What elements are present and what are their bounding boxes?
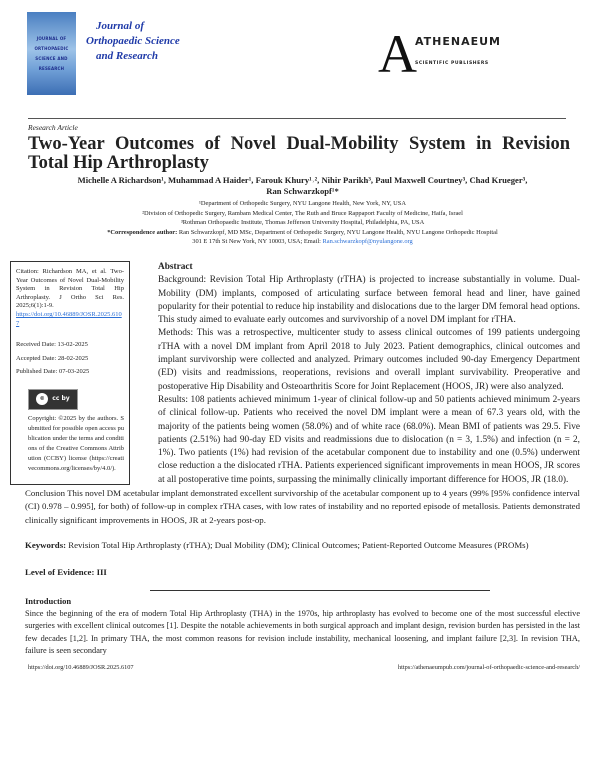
correspondence: *Correspondence author: Ran Schwarzkopf,… (25, 228, 580, 238)
affiliation: ¹Department of Orthopedic Surgery, NYU L… (199, 200, 406, 207)
abstract-results: Results: 108 patients achieved minimum 1… (158, 394, 580, 485)
introduction-text: Since the beginning of the era of modern… (25, 608, 580, 656)
publisher-subtitle: SCIENTIFIC PUBLISHERS (415, 61, 489, 66)
publisher-mark: A (378, 24, 417, 84)
article-type: Research Article (28, 123, 78, 132)
abstract: Abstract Background: Revision Total Hip … (25, 261, 580, 487)
doi-link[interactable]: https://doi.org/10.46889/JOSR.2025.6107 (16, 310, 122, 327)
journal-name-line: and Research (96, 50, 159, 62)
affiliation: ³Rothman Orthopaedic Institute, Thomas J… (180, 219, 425, 227)
citation-text: Citation: Richardson MA, et al. Two-Year… (16, 267, 124, 310)
header-divider (28, 118, 566, 119)
introduction: Introduction Since the beginning of the … (25, 595, 580, 658)
affiliation: ²Division of Orthopedic Surgery, Rambam … (142, 209, 463, 217)
article-body: Citation: Richardson MA, et al. Two-Year… (10, 260, 580, 672)
email-link[interactable]: Ran.schwarzkopf@nyulangone.org (322, 238, 413, 246)
abstract-conclusion: Conclusion This novel DM acetabular impl… (25, 488, 580, 525)
article-content: Research Article Two-Year Outcomes of No… (10, 123, 580, 672)
journal-name-line: Journal of (96, 20, 144, 32)
article-title: Two-Year Outcomes of Novel Dual-Mobility… (28, 134, 570, 173)
footer-doi[interactable]: https://doi.org/10.46889/JOSR.2025.6107 (28, 663, 134, 671)
citation-sidebar: Citation: Richardson MA, et al. Two-Year… (10, 260, 130, 485)
publisher-logo: A ATHENAEUM SCIENTIFIC PUBLISHERS (378, 26, 568, 82)
address-text: 301 E 17th St New York, NY 10003, USA; E… (192, 238, 323, 246)
keywords: Keywords: Revision Total Hip Arthroplast… (25, 539, 580, 552)
authors-line: Ran Schwarzkopf¹* (266, 186, 339, 196)
correspondence-address: 301 E 17th St New York, NY 10003, USA; E… (25, 237, 580, 247)
keywords-text: Revision Total Hip Arthroplasty (rTHA); … (66, 539, 529, 550)
correspondence-text: Ran Schwarzkopf, MD MSc, Department of O… (177, 228, 498, 236)
affiliations: ¹Department of Orthopedic Surgery, NYU L… (25, 199, 580, 247)
cc-circle-icon: © (36, 393, 49, 406)
footer-url[interactable]: https://athenaeumpub.com/journal-of-orth… (397, 663, 580, 671)
keywords-label: Keywords: (25, 539, 67, 550)
publisher-name: ATHENAEUM (415, 35, 501, 48)
cc-by-license-icon: © cc by (28, 388, 78, 410)
license-badge-text: cc by (52, 395, 70, 403)
correspondence-label: *Correspondence author: (107, 228, 178, 236)
abstract-methods: Methods: This was a retrospective, multi… (158, 328, 580, 392)
cover-text: SCIENCE AND (35, 56, 68, 61)
published-date: Published Date: 07-03-2025 (16, 368, 90, 376)
abstract-heading: Abstract (158, 261, 193, 272)
cover-text: JOURNAL OF (36, 36, 67, 41)
accepted-date: Accepted Date: 28-02-2025 (16, 354, 89, 362)
authors-line: Michelle A Richardson¹, Muhammad A Haide… (77, 175, 528, 185)
cover-text: ORTHOPAEDIC (34, 46, 69, 51)
journal-cover-image: JOURNAL OF ORTHOPAEDIC SCIENCE AND RESEA… (27, 12, 76, 95)
authors: Michelle A Richardson¹, Muhammad A Haide… (25, 175, 580, 197)
footer: https://doi.org/10.46889/JOSR.2025.6107 … (25, 664, 580, 672)
abstract-background: Background: Revision Total Hip Arthropla… (158, 275, 580, 326)
copyright-text: Copyright: ©2025 by the authors. Submitt… (28, 414, 124, 472)
cover-text: RESEARCH (38, 66, 65, 71)
introduction-heading: Introduction (25, 596, 72, 607)
journal-name: Journal of Orthopaedic Science and Resea… (86, 19, 180, 64)
received-date: Received Date: 13-02-2025 (16, 341, 88, 349)
level-of-evidence: Level of Evidence: III (25, 567, 107, 578)
journal-name-line: Orthopaedic Science (86, 35, 180, 47)
section-divider (150, 590, 490, 592)
